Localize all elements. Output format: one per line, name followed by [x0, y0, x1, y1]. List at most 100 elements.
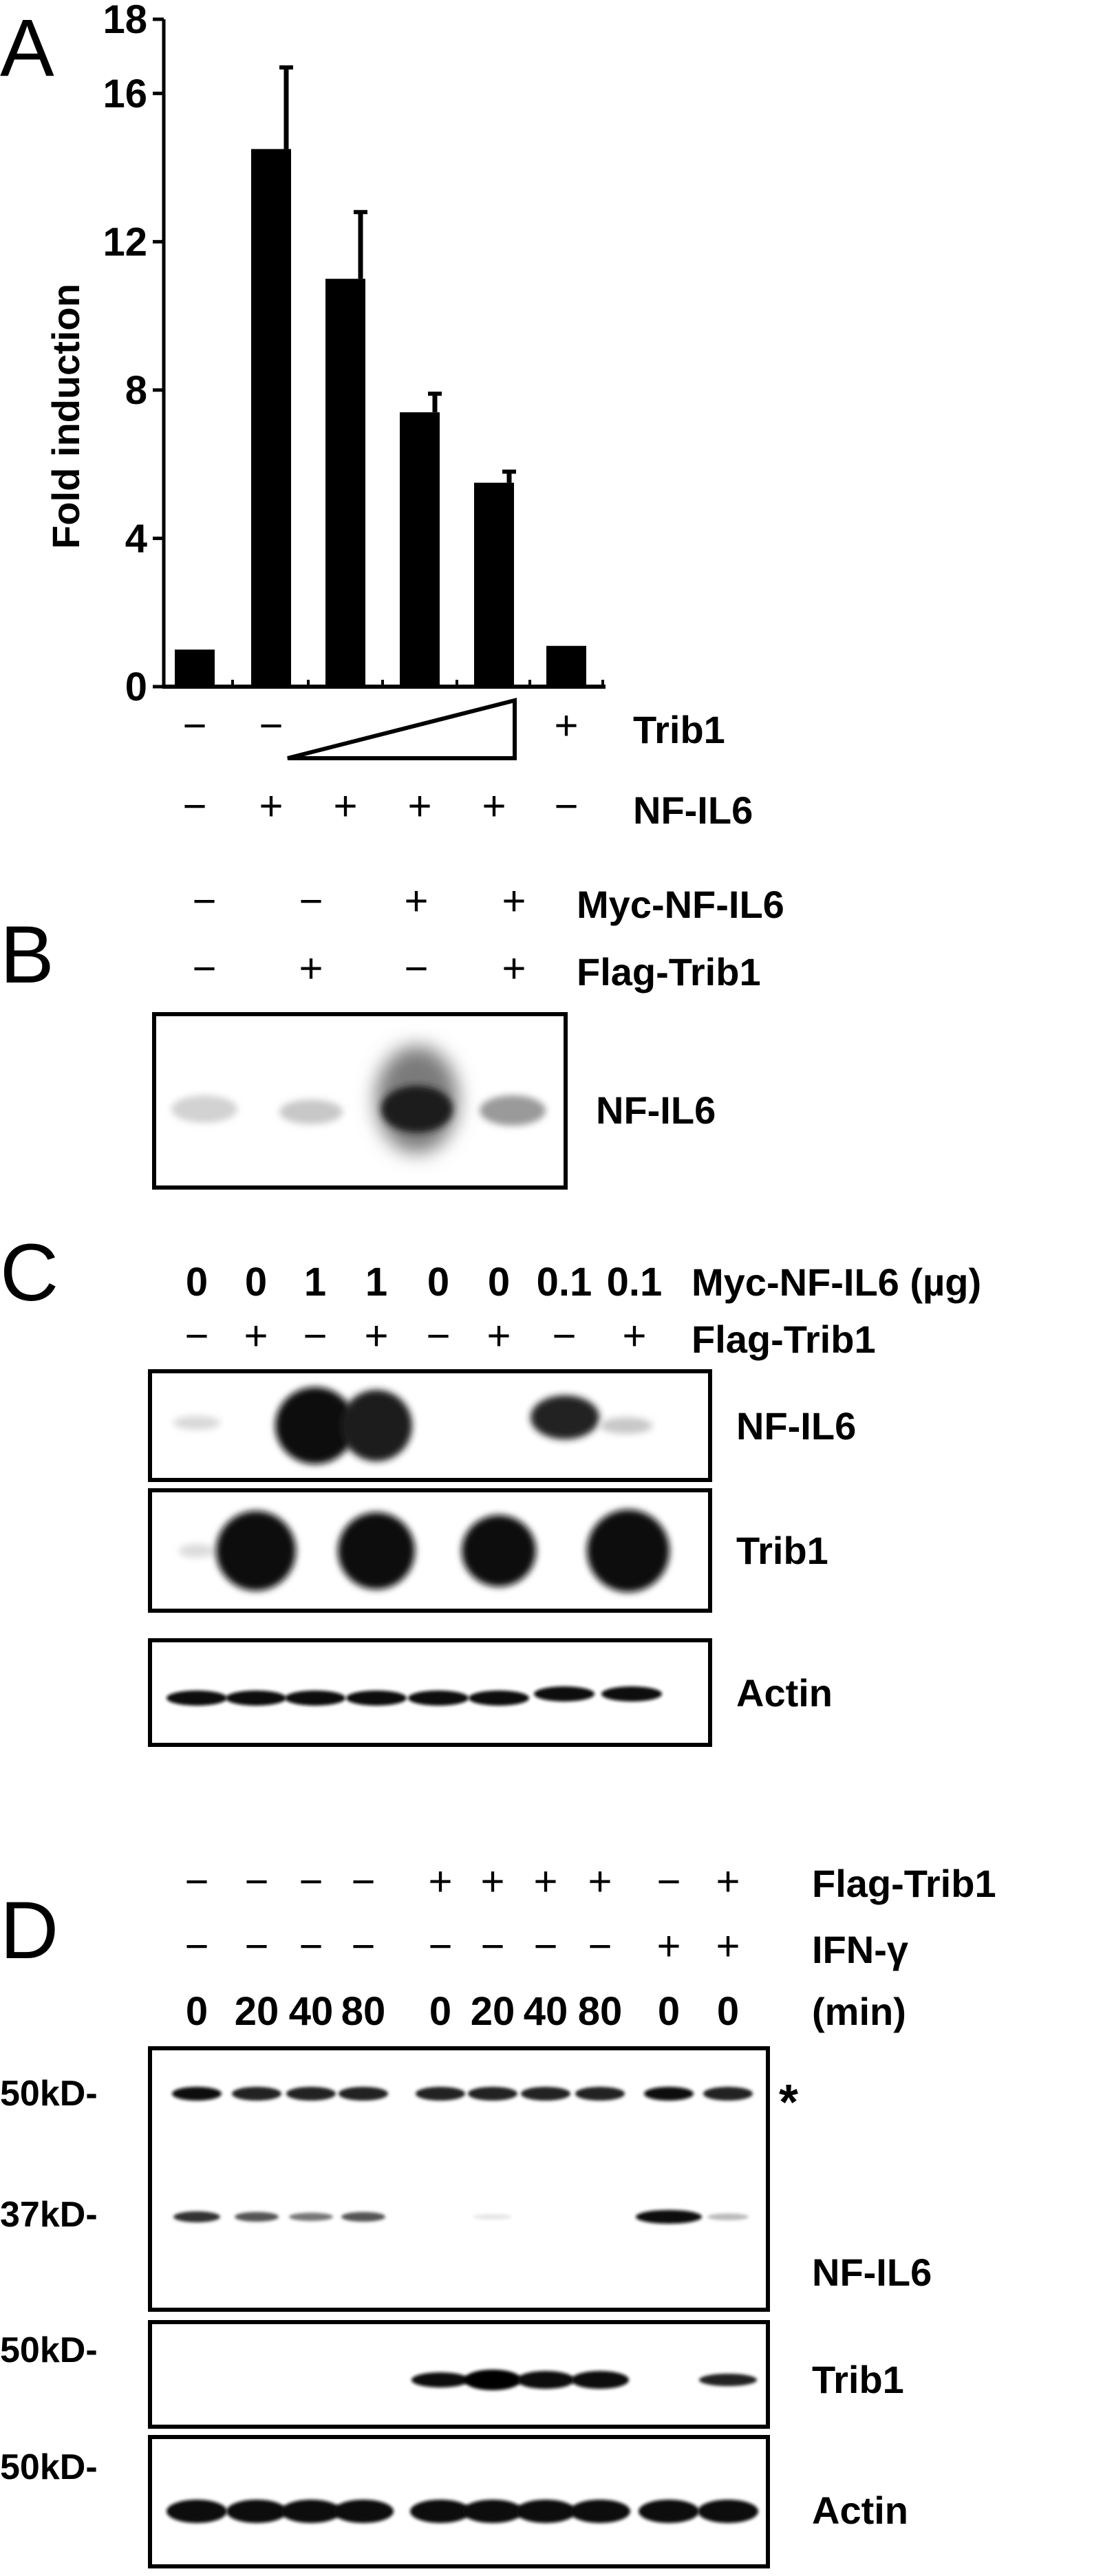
band — [575, 2087, 625, 2101]
band — [333, 2500, 394, 2523]
band — [289, 2213, 333, 2221]
flag-trib1-sign: − — [552, 1313, 576, 1359]
trib1-sign: + — [554, 702, 578, 749]
myc-nfil6-sign: + — [502, 878, 526, 924]
trib1-sign: − — [182, 702, 206, 749]
panel-label-d: D — [0, 1885, 58, 1976]
flag-trib1-sign: − — [184, 1313, 208, 1359]
flag-trib1-sign: − — [656, 1858, 681, 1904]
flag-trib1-sign: + — [716, 1858, 740, 1904]
band — [699, 2374, 757, 2386]
ifn-gamma-sign: + — [656, 1923, 681, 1969]
band — [173, 2211, 220, 2222]
band — [480, 1095, 546, 1126]
flag-trib1-sign: − — [404, 945, 428, 991]
bar — [175, 650, 215, 687]
myc-nfil6-label: Myc-NF-IL6 — [577, 883, 784, 926]
band — [167, 2500, 227, 2523]
flag-trib1-sign: − — [426, 1313, 450, 1359]
band — [171, 1095, 237, 1123]
flag-trib1-sign: + — [299, 945, 323, 991]
flag-trib1-sign: + — [533, 1858, 557, 1904]
blot-label-actin: Actin — [736, 1671, 833, 1715]
flag-trib1-sign: + — [502, 945, 526, 991]
flag-trib1-sign: + — [428, 1858, 452, 1904]
panel-d-blot-trib1: 50kD- Trib1 — [0, 2320, 904, 2429]
nonspecific-band-marker: * — [779, 2075, 798, 2130]
band — [636, 2210, 702, 2224]
blot-label-actin: Actin — [812, 2489, 908, 2532]
panel-c-blot-trib1: Trib1 — [148, 1488, 828, 1613]
y-axis-label: Fold induction — [44, 283, 87, 549]
band — [346, 1690, 407, 1706]
band — [698, 2500, 758, 2523]
band — [707, 2213, 749, 2220]
blot-label-nfil6: NF-IL6 — [812, 2251, 932, 2294]
band — [279, 1099, 343, 1124]
ifn-gamma-sign: − — [533, 1923, 557, 1969]
panel-c-blot-nfil6: NF-IL6 — [148, 1369, 856, 1482]
ifn-gamma-sign: − — [244, 1923, 268, 1969]
time-point: 0 — [658, 1989, 680, 2034]
panel-d-blot-nfil6: 50kD- 37kD- * NF-IL6 — [0, 2046, 932, 2312]
band — [468, 2087, 517, 2101]
dose-value: 0 — [488, 1260, 510, 1305]
band — [235, 2212, 279, 2222]
mw-marker: 37kD- — [0, 2195, 98, 2235]
bar-chart: Fold induction 0 4 8 12 16 18 — [44, 0, 606, 709]
flag-trib1-sign: − — [299, 1858, 323, 1904]
time-point: 20 — [471, 1989, 515, 2034]
y-tick-label: 4 — [125, 516, 147, 561]
time-point: 0 — [186, 1989, 208, 2034]
blot-label-trib1: Trib1 — [736, 1529, 828, 1572]
flag-trib1-sign: + — [622, 1313, 646, 1359]
dose-value: 0 — [186, 1260, 208, 1305]
flag-trib1-sign: + — [244, 1313, 268, 1359]
band — [339, 2087, 388, 2101]
trib1-label: Trib1 — [633, 708, 725, 751]
blot-label-nfil6: NF-IL6 — [736, 1404, 856, 1448]
flag-trib1-label: Flag-Trib1 — [812, 1862, 996, 1905]
time-point: 20 — [235, 1989, 279, 2034]
dose-value: 0.1 — [607, 1260, 663, 1305]
band — [226, 1690, 286, 1706]
dose-value: 0 — [245, 1260, 267, 1305]
band — [521, 2087, 570, 2101]
mw-marker: 50kD- — [0, 2074, 98, 2114]
panel-label-a: A — [0, 3, 54, 94]
ifn-gamma-sign: − — [299, 1923, 323, 1969]
y-tick-label: 12 — [103, 219, 147, 264]
nfil6-sign: + — [333, 783, 357, 829]
panel-b-row2: − + − + Flag-Trib1 — [192, 945, 760, 994]
nfil6-label: NF-IL6 — [633, 788, 753, 832]
nfil6-sign: + — [407, 783, 431, 829]
band — [571, 2371, 629, 2389]
nfil6-sign: − — [182, 783, 206, 829]
flag-trib1-sign: − — [244, 1858, 268, 1904]
myc-nfil6-sign: − — [299, 878, 323, 924]
nfil6-sign: + — [259, 783, 283, 829]
panel-b-blot: NF-IL6 — [152, 1012, 716, 1190]
band — [644, 2087, 694, 2101]
myc-nfil6-dose-label: Myc-NF-IL6 (µg) — [692, 1260, 981, 1304]
flag-trib1-sign: + — [364, 1313, 388, 1359]
panel-c-row1: 0 0 1 1 0 0 0.1 0.1 Myc-NF-IL6 (µg) — [186, 1260, 981, 1305]
blot-label-trib1: Trib1 — [812, 2358, 904, 2401]
band — [473, 2214, 512, 2220]
myc-nfil6-sign: + — [404, 878, 428, 924]
dose-value: 0.1 — [537, 1260, 592, 1305]
ifn-gamma-label: IFN-γ — [812, 1928, 908, 1971]
flag-trib1-sign: − — [192, 945, 216, 991]
bar — [325, 279, 365, 687]
trib1-treatment-row: − − + Trib1 — [182, 698, 725, 760]
panel-c-row2: − + − + − + − + Flag-Trib1 — [184, 1313, 875, 1361]
time-unit-label: (min) — [812, 1990, 906, 2033]
ifn-gamma-sign: − — [351, 1923, 375, 1969]
nfil6-sign: + — [482, 783, 506, 829]
ifn-gamma-sign: + — [716, 1923, 740, 1969]
time-point: 80 — [341, 1989, 386, 2034]
band — [226, 2500, 287, 2523]
band — [341, 2212, 385, 2222]
ifn-gamma-sign: − — [184, 1923, 208, 1969]
dose-value: 1 — [304, 1260, 326, 1305]
